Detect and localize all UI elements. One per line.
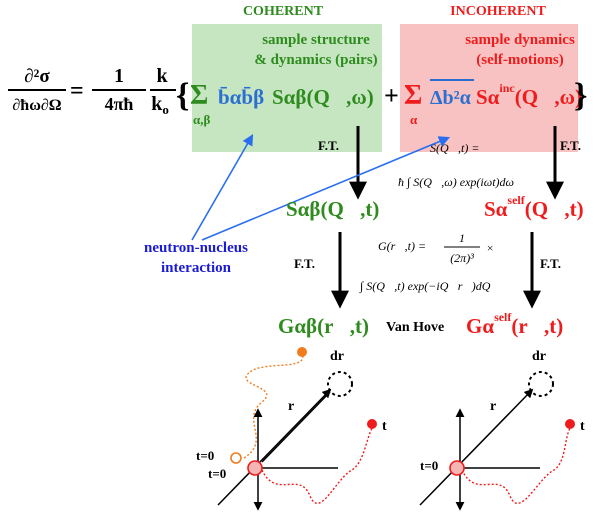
coherent-scattering-function: Sαβ(Q⃗,ω) xyxy=(272,85,374,109)
coherent-sum: Σ xyxy=(190,80,208,111)
pair-correlation-sketch: dr⃗ r⃗ t t=0 t=0 xyxy=(196,347,387,511)
coherent-scattering-lengths: b̄αb̄β xyxy=(218,85,264,109)
lhs-numerator: ∂²σ xyxy=(24,66,50,87)
incoherent-caption-1: sample dynamics xyxy=(465,32,575,48)
self-correlation-args: (r⃗,t) xyxy=(511,314,563,338)
dr-label-left: dr⃗ xyxy=(330,349,355,364)
incoherent-sum-index: α xyxy=(410,112,418,127)
self-intermediate-function: Sαself(Q⃗,t) xyxy=(484,193,584,221)
blue-arrow-to-coherent xyxy=(191,134,254,241)
t0-label-red: t=0 xyxy=(208,466,226,481)
ft-label-lower-left: F.T. xyxy=(294,256,315,271)
self-intermediate-args: (Q⃗,t) xyxy=(525,197,584,221)
coherent-caption-1: sample structure xyxy=(262,32,370,48)
incoherent-sum: Σ xyxy=(404,80,422,111)
red-trajectory-right xyxy=(461,427,571,504)
ft-label-lower-right: F.T. xyxy=(540,256,561,271)
neutron-label-2: interaction xyxy=(161,260,232,276)
orange-end-point xyxy=(297,347,307,357)
t-label-right: t xyxy=(580,419,585,434)
incoherent-scattering-function: Sαinc(Q⃗,ω) xyxy=(476,81,582,109)
plus-sign: + xyxy=(384,81,399,110)
sqt-definition-rhs: ħ ∫ S(Q⃗,ω) exp(iωt)dω xyxy=(398,175,514,189)
coherent-caption-2: & dynamics (pairs) xyxy=(254,52,377,68)
prefactor-denominator: 4πħ xyxy=(105,94,134,114)
k-denominator: ko xyxy=(151,93,169,117)
red-end-point-right xyxy=(565,419,575,429)
t0-label-right: t=0 xyxy=(420,458,438,473)
close-brace: } xyxy=(574,77,587,114)
self-intermediate-superscript: self xyxy=(507,193,525,207)
r-label-right: r⃗ xyxy=(490,399,507,414)
coherent-box xyxy=(192,24,382,152)
volume-element-left xyxy=(327,371,353,397)
coherent-header: COHERENT xyxy=(243,4,324,19)
prefactor-numerator: 1 xyxy=(114,65,124,87)
k-denominator-subscript: o xyxy=(162,102,169,117)
grt-definition-lhs: G(r⃗,t) = xyxy=(378,239,426,253)
ft-label-right: F.T. xyxy=(560,138,581,153)
lhs-denominator: ∂ħω∂Ω xyxy=(12,97,61,114)
red-end-point-left xyxy=(367,419,377,429)
open-brace: { xyxy=(176,77,189,114)
grt-fraction-denominator: (2π)³ xyxy=(450,251,474,265)
grt-definition-rhs: ∫ S(Q⃗,t) exp(−iQ⃗r⃗)dQ⃗ xyxy=(359,279,500,293)
self-correlation-sketch: dr⃗ r⃗ t t=0 xyxy=(419,349,585,511)
origin-atom-right xyxy=(449,460,465,476)
coherent-intermediate-function: Sαβ(Q⃗,t) xyxy=(286,197,379,221)
axis-diagonal-left xyxy=(217,388,332,506)
self-correlation-function: Gαself(r⃗,t) xyxy=(466,310,563,338)
orange-trajectory xyxy=(243,351,304,459)
pair-correlation-function: Gαβ(r⃗,t) xyxy=(278,314,369,338)
incoherent-args: (Q⃗,ω) xyxy=(515,85,582,109)
axis-diagonal-right xyxy=(419,388,534,506)
cross-section-equation: ∂²σ ∂ħω∂Ω = 1 4πħ k ko { Σ α,β b̄αb̄β Sα… xyxy=(8,65,587,127)
volume-element-right xyxy=(528,371,554,397)
incoherent-scattering-length-variance: Δb²α xyxy=(430,87,471,109)
red-trajectory-left xyxy=(261,427,373,504)
grt-fraction-numerator: 1 xyxy=(459,231,465,245)
grt-times: × xyxy=(486,241,494,255)
incoherent-header: INCOHERENT xyxy=(450,4,546,19)
r-label-left: r⃗ xyxy=(288,399,305,414)
incoherent-box xyxy=(400,24,578,152)
t-label-left: t xyxy=(382,419,387,434)
incoherent-caption-2: (self-motions) xyxy=(476,52,563,68)
blue-arrow-to-incoherent xyxy=(201,136,451,241)
k-numerator: k xyxy=(156,65,168,87)
orange-start-point xyxy=(230,452,242,464)
equals-sign: = xyxy=(70,78,84,104)
self-correlation-superscript: self xyxy=(494,310,512,324)
ft-label-left: F.T. xyxy=(318,138,339,153)
position-vector-left xyxy=(261,391,331,463)
origin-atom-left xyxy=(247,460,263,476)
neutron-label-1: neutron-nucleus xyxy=(144,240,248,256)
van-hove-label: Van Hove xyxy=(386,320,444,335)
t0-label-orange: t=0 xyxy=(196,448,214,463)
dr-label-right: dr⃗ xyxy=(532,349,557,364)
incoherent-superscript: inc xyxy=(499,81,515,95)
coherent-sum-index: α,β xyxy=(193,112,211,127)
